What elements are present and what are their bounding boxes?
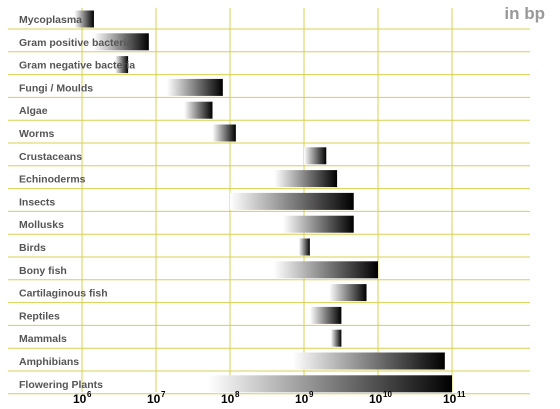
x-tick-exponent: 7: [161, 390, 166, 399]
x-tick-exponent: 10: [383, 390, 392, 399]
unit-label: in bp: [504, 4, 545, 23]
x-tick-exponent: 11: [457, 390, 466, 399]
x-tick-label: 10: [443, 392, 457, 406]
x-tick-label: 10: [147, 392, 161, 406]
range-bar: [74, 10, 94, 28]
category-label: Bony fish: [19, 265, 67, 277]
range-bar: [292, 352, 445, 370]
range-bar: [309, 306, 342, 324]
category-label: Cartilaginous fish: [19, 288, 108, 300]
x-tick-label: 10: [369, 392, 383, 406]
category-label: Amphibians: [19, 356, 79, 368]
range-bar: [298, 238, 310, 256]
category-label: Mollusks: [19, 219, 64, 231]
range-bar: [212, 124, 236, 142]
range-bar: [230, 192, 354, 210]
range-bar: [207, 375, 452, 393]
range-bar: [304, 147, 327, 165]
range-bar: [273, 261, 378, 279]
range-bar: [166, 78, 223, 96]
category-label: Worms: [19, 128, 55, 140]
category-label: Echinoderms: [19, 174, 86, 186]
range-bar: [93, 33, 149, 51]
gridlines: [8, 8, 530, 395]
category-label: Crustaceans: [19, 151, 82, 163]
range-bar: [282, 215, 354, 233]
range-bar: [330, 329, 342, 347]
category-label: Flowering Plants: [19, 379, 103, 391]
category-label: Mycoplasma: [19, 14, 82, 26]
category-label: Gram positive bacteria: [19, 37, 132, 49]
range-bar: [274, 170, 338, 188]
category-label: Mammals: [19, 333, 67, 345]
x-tick-exponent: 9: [309, 390, 314, 399]
category-label: Insects: [19, 196, 55, 208]
range-bar: [329, 284, 367, 302]
x-tick-label: 10: [73, 392, 87, 406]
range-bar: [184, 101, 213, 119]
x-tick-exponent: 8: [235, 390, 240, 399]
category-labels: Mycoplasma Gram positive bacteria Gram neg…: [19, 14, 135, 391]
x-tick-label: 10: [295, 392, 309, 406]
category-label: Gram negative bacteria: [19, 60, 135, 72]
category-label: Algae: [19, 105, 48, 117]
range-bar: [115, 56, 129, 74]
x-tick-exponent: 6: [87, 390, 92, 399]
range-bars: [74, 10, 452, 393]
x-axis-ticks: 10 6 10 7 10 8 10 9 10 10 10 11: [73, 390, 466, 406]
x-tick-label: 10: [221, 392, 235, 406]
category-label: Reptiles: [19, 310, 60, 322]
category-label: Fungi / Moulds: [19, 82, 93, 94]
category-label: Birds: [19, 242, 46, 254]
